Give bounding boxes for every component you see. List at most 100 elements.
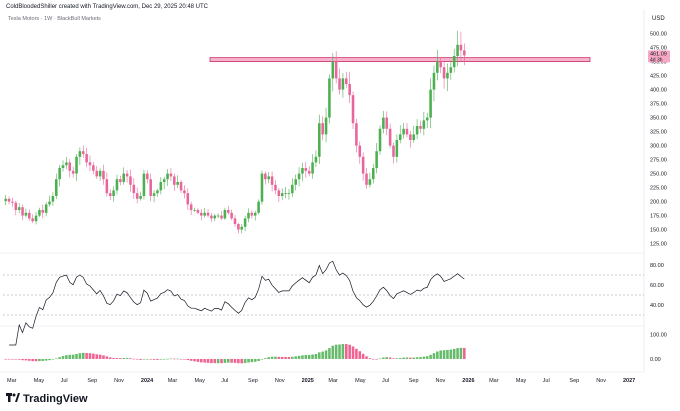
candle-body bbox=[213, 215, 217, 219]
macd-bar bbox=[230, 358, 233, 363]
candle-body bbox=[142, 173, 146, 196]
macd-bar bbox=[355, 348, 358, 359]
candle-body bbox=[291, 184, 294, 194]
price-tick-label: 325.00 bbox=[650, 130, 667, 136]
macd-bar bbox=[375, 358, 378, 360]
macd-bar bbox=[108, 357, 112, 359]
time-tick-label: Nov bbox=[114, 378, 124, 384]
candle-body bbox=[452, 56, 456, 68]
macd-bar bbox=[149, 358, 152, 360]
time-tick-label: Mar bbox=[328, 378, 338, 384]
candle-body bbox=[210, 215, 213, 219]
price-tick-label: 225.00 bbox=[650, 186, 667, 192]
macd-bar bbox=[95, 354, 99, 359]
candle-body bbox=[41, 210, 45, 213]
macd-bar bbox=[365, 356, 368, 359]
macd-bar bbox=[122, 357, 125, 359]
price-tick-label: 300.00 bbox=[650, 144, 667, 150]
candle-body bbox=[38, 210, 41, 216]
candle-body bbox=[436, 61, 439, 73]
macd-bar bbox=[61, 356, 65, 359]
candle-body bbox=[152, 193, 156, 196]
candle-body bbox=[21, 207, 24, 216]
macd-bar bbox=[334, 344, 338, 359]
macd-bar bbox=[274, 356, 277, 359]
candle-body bbox=[439, 61, 442, 68]
price-tick-label: 275.00 bbox=[650, 158, 667, 164]
rsi-tick-label: 60.00 bbox=[650, 283, 664, 289]
candle-body bbox=[321, 123, 324, 135]
candle-body bbox=[301, 168, 304, 174]
macd-bar bbox=[422, 356, 426, 359]
candle-body bbox=[119, 179, 122, 182]
candle-body bbox=[402, 128, 405, 135]
macd-bar bbox=[186, 358, 190, 361]
macd-bar bbox=[183, 358, 186, 360]
macd-bar bbox=[156, 358, 159, 360]
candle-body bbox=[102, 170, 105, 180]
macd-bar bbox=[139, 358, 142, 360]
candle-body bbox=[240, 226, 244, 230]
macd-bar bbox=[284, 356, 287, 359]
candle-body bbox=[149, 179, 152, 196]
macd-tick-label: 0.00 bbox=[650, 357, 661, 363]
macd-bar bbox=[152, 358, 156, 360]
macd-bar bbox=[371, 358, 375, 360]
candle-body bbox=[371, 168, 375, 180]
candle-body bbox=[186, 193, 190, 205]
candle-body bbox=[44, 204, 48, 213]
candle-body bbox=[304, 168, 308, 171]
rsi-tick-label: 80.00 bbox=[650, 263, 664, 269]
price-tick-label: 500.00 bbox=[650, 32, 667, 38]
candle-body bbox=[355, 123, 358, 146]
candle-body bbox=[169, 173, 173, 177]
macd-bar bbox=[44, 358, 48, 361]
macd-bar bbox=[432, 353, 436, 359]
macd-bar bbox=[173, 358, 176, 360]
candle-body bbox=[368, 179, 372, 185]
time-tick-label: May bbox=[355, 378, 366, 384]
macd-bar bbox=[102, 355, 105, 359]
macd-bar bbox=[7, 358, 11, 360]
macd-bar bbox=[199, 358, 203, 363]
rsi-line bbox=[9, 260, 465, 346]
candle-body bbox=[442, 67, 446, 79]
macd-bar bbox=[112, 357, 115, 359]
candle-body bbox=[17, 207, 21, 210]
macd-bar bbox=[314, 354, 318, 359]
symbol-label[interactable]: Tesla Motors · 1W · BlackBull Markets bbox=[8, 16, 101, 22]
macd-bar bbox=[358, 351, 362, 359]
candle-body bbox=[324, 117, 328, 135]
macd-tick-label: 100.00 bbox=[650, 332, 667, 338]
macd-bar bbox=[395, 358, 399, 359]
candle-body bbox=[206, 212, 210, 216]
candle-body bbox=[98, 170, 102, 177]
macd-bar bbox=[179, 358, 183, 360]
time-tick-label: Sep bbox=[248, 378, 258, 384]
time-tick-label: Nov bbox=[275, 378, 285, 384]
candle-body bbox=[125, 173, 129, 177]
macd-bar bbox=[250, 358, 254, 363]
candle-body bbox=[385, 117, 389, 129]
candle-body bbox=[156, 190, 159, 194]
macd-bar bbox=[71, 354, 75, 359]
macd-bar bbox=[105, 356, 109, 359]
brand[interactable]: TradingView bbox=[6, 393, 88, 405]
macd-bar bbox=[294, 356, 297, 359]
candle-body bbox=[129, 176, 132, 185]
macd-bar bbox=[338, 344, 341, 359]
macd-bar bbox=[233, 358, 237, 363]
price-tick-label: 400.00 bbox=[650, 88, 667, 94]
candle-body bbox=[463, 50, 466, 56]
currency-label: USD bbox=[652, 16, 665, 22]
candle-body bbox=[34, 215, 38, 222]
macd-bar bbox=[270, 356, 274, 359]
macd-bar bbox=[115, 357, 119, 359]
macd-bar bbox=[257, 358, 260, 362]
candle-body bbox=[334, 61, 338, 79]
macd-bar bbox=[307, 354, 311, 359]
price-tick-label: 350.00 bbox=[650, 116, 667, 122]
macd-bar bbox=[65, 355, 68, 359]
candle-body bbox=[429, 89, 432, 118]
